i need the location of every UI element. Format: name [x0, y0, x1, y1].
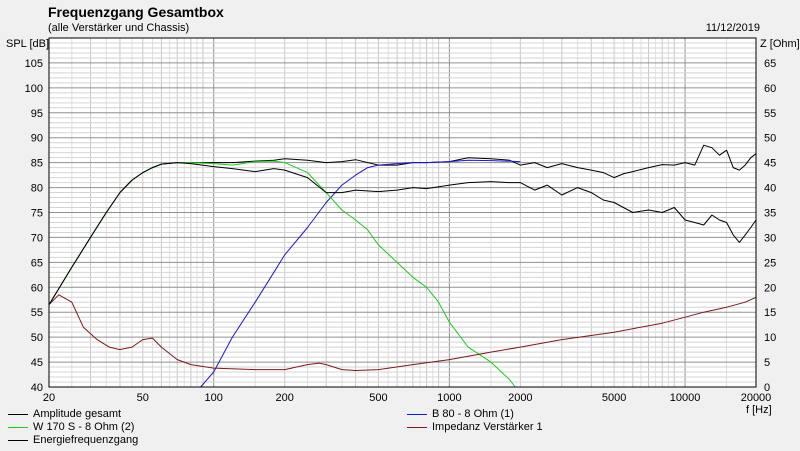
y-left-tick-label: 70 [31, 232, 43, 244]
grid [48, 37, 757, 388]
series-lines [48, 144, 757, 388]
legend-swatch [407, 426, 427, 428]
y-right-tick-label: 5 [764, 357, 770, 369]
legend-item-w170s: W 170 S - 8 Ohm (2) [8, 421, 134, 433]
y-right-tick-label: 50 [764, 133, 776, 145]
y-left-tick-label: 65 [31, 257, 43, 269]
x-tick-label: 20000 [741, 392, 772, 404]
y-left-tick-label: 45 [31, 357, 43, 369]
y-left-tick-label: 60 [31, 282, 43, 294]
y-right-tick-label: 40 [764, 183, 776, 195]
legend-item-impedanz: Impedanz Verstärker 1 [407, 421, 543, 433]
legend-label: Impedanz Verstärker 1 [432, 421, 543, 433]
x-tick-label: 5000 [602, 392, 626, 404]
chart-subtitle: (alle Verstärker und Chassis) [48, 22, 190, 34]
legend-item-amplitude-gesamt: Amplitude gesamt [8, 408, 121, 420]
x-tick-label: 2000 [508, 392, 532, 404]
y-left-tick-label: 100 [25, 83, 43, 95]
legend-item-energiefrequenzgang: Energiefrequenzgang [8, 434, 138, 446]
y-right-tick-label: 45 [764, 158, 776, 170]
series-line-impedanz-verst-rker-1 [48, 294, 757, 371]
y-right-tick-label: 10 [764, 332, 776, 344]
legend-swatch [8, 439, 28, 441]
chart-title: Frequenzgang Gesamtbox [48, 4, 224, 20]
series-line-energiefrequenzgang [48, 162, 757, 305]
y-left-tick-label: 95 [31, 108, 43, 120]
tick-labels: 20 50 100 200 500 1000 2000 5000 10000 2000040455… [25, 58, 777, 404]
y-right-tick-label: 35 [764, 208, 776, 220]
x-tick-label: 200 [275, 392, 293, 404]
chart-date: 11/12/2019 [705, 22, 760, 34]
x-tick-label: 500 [369, 392, 387, 404]
y-right-tick-label: 20 [764, 282, 776, 294]
y-left-tick-label: 75 [31, 208, 43, 220]
y-axis-left-label: SPL [dB] [6, 38, 50, 50]
x-tick-label: 10000 [670, 392, 701, 404]
y-right-tick-label: 60 [764, 83, 776, 95]
y-right-tick-label: 55 [764, 108, 776, 120]
y-right-tick-label: 30 [764, 232, 776, 244]
plot-frame [48, 37, 757, 388]
legend-swatch [407, 413, 427, 415]
series-line-b-80-8-ohm-1 [49, 159, 521, 388]
x-tick-label: 50 [137, 392, 149, 404]
y-left-tick-label: 105 [25, 58, 43, 70]
x-tick-label: 100 [205, 392, 223, 404]
legend-item-b80: B 80 - 8 Ohm (1) [407, 408, 514, 420]
legend-swatch [8, 426, 28, 428]
x-axis-label: f [Hz] [746, 404, 772, 416]
y-right-tick-label: 65 [764, 58, 776, 70]
legend-label: Energiefrequenzgang [33, 434, 139, 446]
x-tick-label: 1000 [437, 392, 461, 404]
y-left-tick-label: 80 [31, 183, 43, 195]
y-left-tick-label: 90 [31, 133, 43, 145]
x-tick-label: 20 [43, 392, 55, 404]
legend-label: B 80 - 8 Ohm (1) [432, 408, 514, 420]
y-left-tick-label: 50 [31, 332, 43, 344]
y-left-tick-label: 55 [31, 307, 43, 319]
y-left-tick-label: 40 [31, 382, 43, 394]
y-right-tick-label: 0 [764, 382, 770, 394]
legend-label: Amplitude gesamt [33, 408, 122, 420]
legend-swatch [8, 413, 28, 415]
y-axis-right-label: Z [Ohm] [760, 38, 800, 50]
y-left-tick-label: 85 [31, 158, 43, 170]
legend-label: W 170 S - 8 Ohm (2) [33, 421, 135, 433]
y-right-tick-label: 25 [764, 257, 776, 269]
y-right-tick-label: 15 [764, 307, 776, 319]
